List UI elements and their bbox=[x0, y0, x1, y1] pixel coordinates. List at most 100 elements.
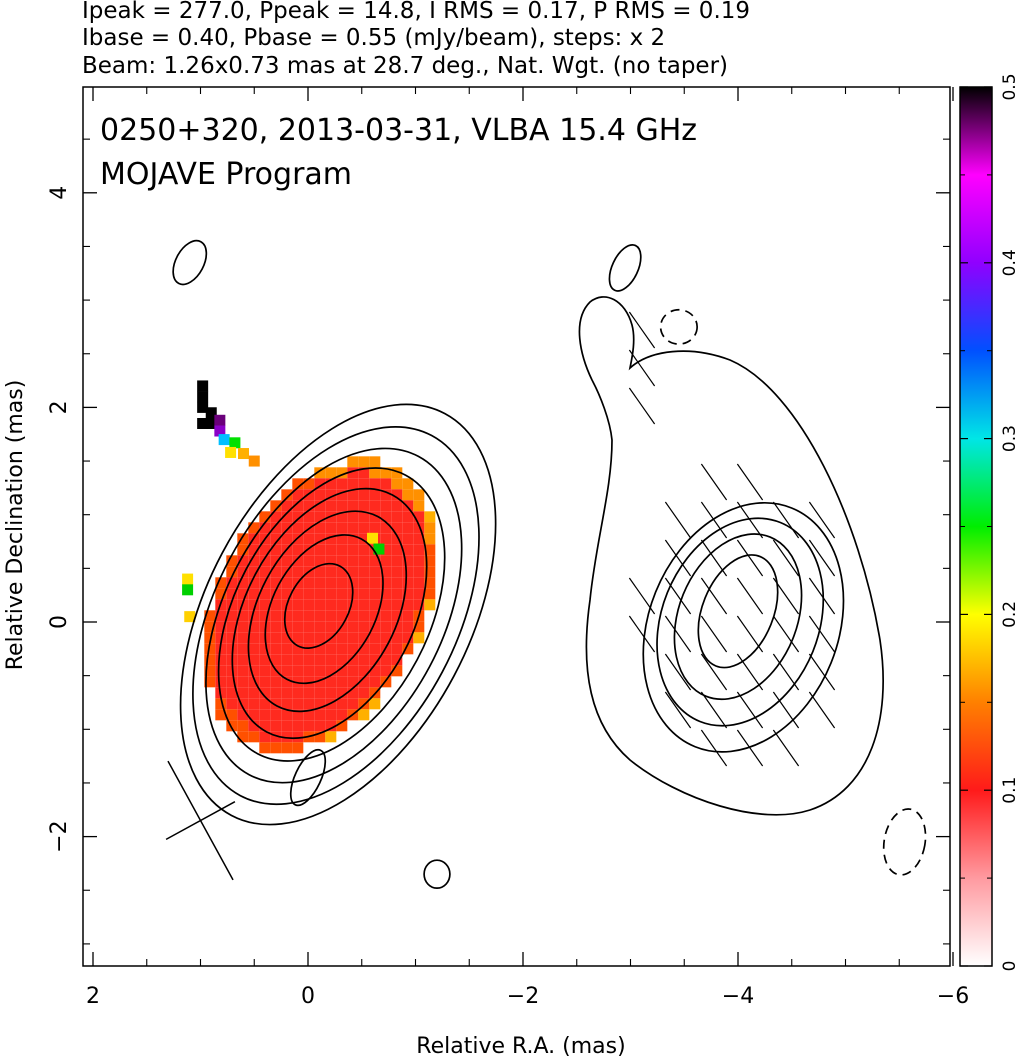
polarization-pixel bbox=[259, 720, 271, 732]
polarization-vector bbox=[736, 729, 764, 767]
polarization-pixel bbox=[248, 599, 260, 611]
polarization-pixel bbox=[303, 599, 315, 611]
polarization-pixel bbox=[325, 478, 337, 490]
polarization-pixel bbox=[314, 709, 326, 721]
polarization-pixel bbox=[281, 654, 293, 666]
polarization-pixel bbox=[270, 533, 282, 545]
polarization-pixel bbox=[358, 599, 370, 611]
polarization-pixel bbox=[402, 599, 414, 611]
polarization-pixel bbox=[325, 577, 337, 589]
polarization-pixel bbox=[303, 709, 315, 721]
polarization-pixel bbox=[259, 665, 271, 677]
plot-frame bbox=[82, 86, 951, 967]
polarization-pixel bbox=[380, 665, 392, 677]
intensity-contour bbox=[172, 239, 208, 286]
polarization-pixel bbox=[281, 621, 293, 633]
polarization-pixel bbox=[336, 665, 348, 677]
polarization-vector bbox=[628, 349, 656, 387]
polarization-pixel bbox=[424, 599, 436, 611]
polarization-pixel bbox=[197, 380, 209, 392]
polarization-pixel bbox=[270, 500, 282, 512]
polarization-pixel bbox=[347, 676, 359, 688]
polarization-pixel bbox=[391, 478, 403, 490]
polarization-pixel bbox=[303, 511, 315, 523]
polarization-pixel bbox=[424, 566, 436, 578]
polarization-vector bbox=[628, 615, 656, 653]
polarization-pixel bbox=[347, 489, 359, 501]
polarization-pixel bbox=[424, 555, 436, 567]
polarization-pixel bbox=[336, 687, 348, 699]
polarization-pixel bbox=[281, 500, 293, 512]
polarization-pixel bbox=[303, 478, 315, 490]
polarization-pixel bbox=[303, 610, 315, 622]
polarization-pixel bbox=[391, 522, 403, 534]
polarization-pixel bbox=[205, 407, 217, 419]
polarization-vector bbox=[772, 729, 800, 767]
polarization-vector bbox=[808, 501, 836, 539]
polarization-pixel bbox=[281, 632, 293, 644]
polarization-pixel bbox=[380, 467, 392, 479]
polarization-vector bbox=[628, 387, 656, 425]
polarization-pixel bbox=[292, 720, 304, 732]
intensity-contour bbox=[231, 487, 428, 740]
polarization-pixel bbox=[292, 676, 304, 688]
intensity-contour bbox=[217, 467, 446, 762]
polarization-pixel bbox=[336, 709, 348, 721]
polarization-pixel bbox=[413, 489, 425, 501]
polarization-pixel bbox=[226, 621, 238, 633]
polarization-pixel bbox=[214, 425, 226, 437]
polarization-pixel bbox=[303, 676, 315, 688]
polarization-pixel bbox=[413, 511, 425, 523]
polarization-pixel bbox=[214, 414, 226, 426]
polarization-vector bbox=[736, 501, 764, 539]
beam-marker bbox=[165, 760, 236, 881]
polarization-pixel bbox=[270, 555, 282, 567]
polarization-pixel bbox=[303, 698, 315, 710]
polarization-pixel bbox=[270, 654, 282, 666]
polarization-vector bbox=[772, 653, 800, 691]
polarization-pixel bbox=[336, 632, 348, 644]
polarization-pixel bbox=[270, 632, 282, 644]
polarization-pixel bbox=[270, 731, 282, 743]
polarization-pixel bbox=[402, 588, 414, 600]
polarization-pixel bbox=[413, 588, 425, 600]
polarization-pixel bbox=[424, 522, 436, 534]
polarization-pixel bbox=[303, 720, 315, 732]
polarization-pixel bbox=[402, 544, 414, 556]
polarization-pixel bbox=[259, 676, 271, 688]
polarization-pixel bbox=[358, 555, 370, 567]
beam-minor-axis bbox=[165, 801, 236, 841]
polarization-pixel bbox=[226, 643, 238, 655]
polarization-pixel bbox=[325, 566, 337, 578]
polarization-vector bbox=[772, 577, 800, 615]
polarization-vector bbox=[664, 615, 692, 653]
polarization-pixel bbox=[336, 555, 348, 567]
polarization-pixel bbox=[325, 676, 337, 688]
polarization-pixel bbox=[391, 577, 403, 589]
polarization-pixel bbox=[325, 599, 337, 611]
polarization-pixel bbox=[391, 467, 403, 479]
polarization-pixel bbox=[314, 720, 326, 732]
polarization-pixel bbox=[424, 511, 436, 523]
polarization-pixel bbox=[226, 676, 238, 688]
polarization-pixel bbox=[314, 588, 326, 600]
polarization-pixel bbox=[413, 500, 425, 512]
polarization-pixel bbox=[347, 665, 359, 677]
y-tick-label: −2 bbox=[47, 820, 72, 852]
polarization-pixel bbox=[226, 555, 238, 567]
polarization-pixel bbox=[369, 478, 381, 490]
polarization-pixel bbox=[281, 577, 293, 589]
colorbar-tick-label: 0 bbox=[1000, 961, 1020, 972]
polarization-pixel bbox=[259, 643, 271, 655]
polarization-pixel bbox=[391, 665, 403, 677]
polarization-pixel bbox=[281, 709, 293, 721]
polarization-pixel bbox=[402, 610, 414, 622]
polarization-pixel bbox=[259, 742, 271, 754]
polarization-pixel bbox=[281, 489, 293, 501]
polarization-pixel bbox=[237, 698, 249, 710]
colorbar-tick-label: 0.3 bbox=[1000, 425, 1020, 452]
header-line-1: Ipeak = 277.0, Ppeak = 14.8, I RMS = 0.1… bbox=[82, 0, 750, 24]
polarization-pixel bbox=[325, 588, 337, 600]
polarization-pixel bbox=[237, 566, 249, 578]
